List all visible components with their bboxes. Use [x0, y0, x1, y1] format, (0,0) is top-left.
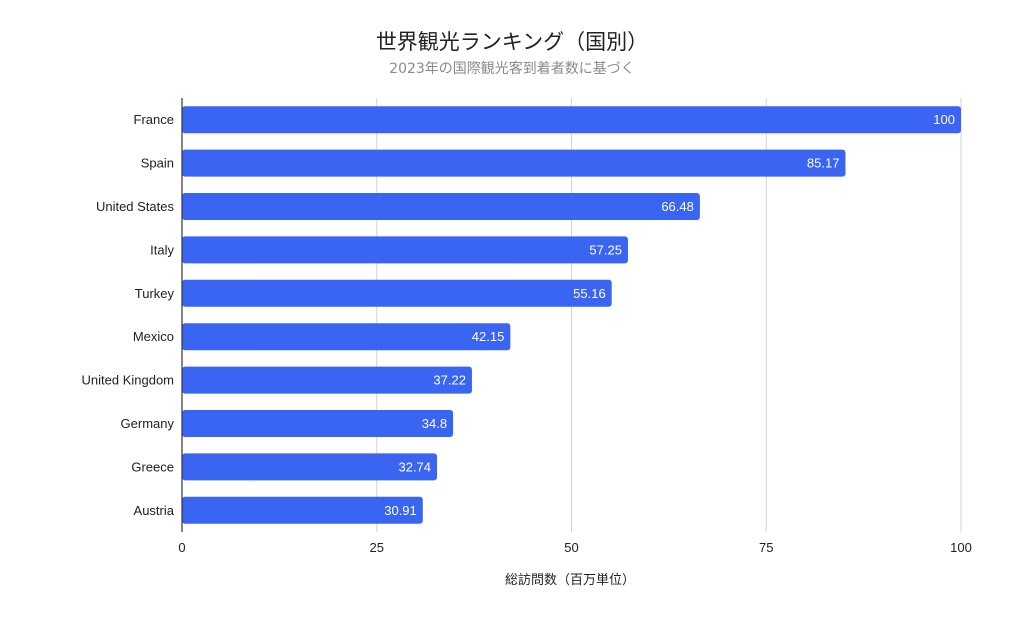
x-tick-label: 50 [564, 540, 578, 555]
data-label: 37.22 [433, 373, 466, 388]
bar [182, 410, 454, 437]
x-tick-label: 0 [178, 540, 185, 555]
bar [182, 496, 423, 524]
category-label: United Kingdom [82, 373, 175, 388]
category-label: Turkey [135, 286, 175, 301]
category-label: Greece [131, 459, 174, 474]
bar [182, 236, 628, 264]
bar [182, 453, 438, 481]
bar [182, 149, 846, 177]
category-label: Austria [134, 503, 175, 518]
bar [182, 279, 612, 307]
data-label: 66.48 [661, 199, 694, 214]
data-label: 57.25 [589, 242, 622, 257]
chart-title: 世界観光ランキング（国別） [375, 30, 649, 54]
x-tick-label: 100 [950, 540, 972, 555]
data-label: 85.17 [807, 156, 840, 171]
data-label: 34.8 [422, 416, 447, 431]
bar [182, 366, 472, 394]
data-label: 100 [933, 112, 955, 127]
category-label: France [134, 112, 174, 127]
bar [182, 106, 961, 134]
data-label: 30.91 [384, 503, 417, 518]
category-label: Italy [150, 242, 174, 257]
chart-subtitle: 2023年の国際観光客到着者数に基づく [389, 61, 635, 77]
bar [182, 323, 511, 351]
category-label: Germany [121, 416, 175, 431]
x-axis-title: 総訪問数（百万単位） [504, 573, 635, 588]
category-label: Spain [141, 156, 174, 171]
data-label: 42.15 [472, 329, 505, 344]
category-label: Mexico [133, 329, 174, 344]
x-tick-label: 75 [759, 540, 773, 555]
data-label: 32.74 [398, 459, 431, 474]
bar [182, 193, 700, 220]
category-label: United States [96, 199, 175, 214]
data-label: 55.16 [573, 286, 606, 301]
x-tick-label: 25 [370, 540, 384, 555]
